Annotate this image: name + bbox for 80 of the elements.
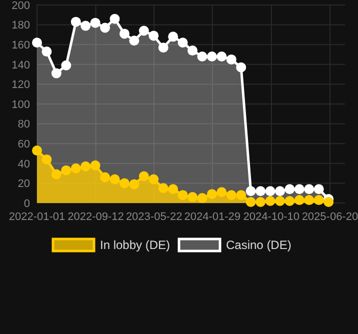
x-tick-label: 2024-01-29	[184, 211, 241, 223]
point	[197, 51, 208, 62]
y-tick-label: 100	[12, 98, 30, 111]
point	[246, 186, 256, 196]
y-tick-label: 120	[12, 79, 30, 92]
y-tick-label: 20	[18, 178, 30, 190]
y-tick-label: 180	[12, 20, 30, 32]
point	[32, 146, 42, 156]
point	[188, 46, 198, 56]
point	[110, 14, 120, 24]
point	[129, 179, 140, 190]
point	[188, 192, 198, 202]
point	[119, 28, 130, 39]
point	[226, 190, 236, 200]
point	[304, 184, 314, 194]
point	[274, 186, 285, 196]
point	[216, 51, 227, 62]
x-tick-label: 2024-10-10	[243, 211, 300, 223]
point	[100, 172, 110, 182]
point	[70, 16, 81, 27]
x-tick-label: 2022-09-12	[68, 211, 124, 223]
point	[90, 18, 100, 28]
point	[178, 38, 188, 48]
point	[168, 184, 178, 194]
point	[197, 193, 208, 204]
point	[129, 36, 140, 46]
y-tick-label: 0	[24, 198, 30, 210]
point	[304, 195, 314, 206]
point	[119, 178, 130, 188]
point	[90, 160, 100, 170]
point	[178, 190, 188, 200]
point	[206, 189, 217, 200]
point	[51, 169, 62, 180]
point	[80, 20, 91, 31]
point	[216, 187, 227, 198]
point	[32, 38, 42, 48]
point	[148, 174, 159, 184]
point	[168, 32, 178, 42]
point	[158, 183, 168, 194]
point	[42, 46, 52, 57]
point	[284, 184, 295, 194]
point	[110, 174, 120, 184]
point	[294, 184, 304, 194]
point	[265, 186, 276, 196]
point	[294, 195, 304, 206]
legend-label: Casino (DE)	[226, 238, 292, 252]
point	[314, 195, 324, 206]
point	[138, 171, 149, 182]
point	[206, 51, 217, 62]
y-tick-label: 60	[18, 138, 30, 150]
y-tick-label: 140	[12, 59, 30, 72]
point	[236, 190, 246, 200]
point	[61, 165, 72, 176]
point	[100, 22, 110, 33]
point	[158, 42, 168, 53]
y-tick-label: 160	[12, 39, 30, 52]
point	[148, 30, 159, 41]
point	[236, 62, 246, 72]
point	[138, 26, 149, 36]
point	[265, 196, 276, 206]
point	[314, 184, 324, 194]
point	[80, 161, 91, 172]
point	[246, 197, 256, 208]
point	[42, 154, 52, 164]
point	[51, 68, 62, 78]
x-tick-label: 2025-06-20	[302, 211, 358, 223]
point	[70, 163, 81, 174]
point	[284, 196, 295, 206]
point	[226, 54, 236, 64]
point	[274, 196, 285, 206]
y-tick-label: 80	[18, 118, 30, 131]
point	[61, 60, 72, 70]
legend-label: In lobby (DE)	[100, 238, 170, 252]
point	[324, 197, 334, 208]
x-tick-label: 2023-05-22	[126, 211, 182, 223]
x-tick-label: 2022-01-01	[8, 211, 66, 223]
y-tick-label: 40	[18, 158, 30, 170]
point	[256, 197, 266, 208]
point	[256, 186, 266, 196]
y-tick-label: 200	[12, 0, 30, 12]
